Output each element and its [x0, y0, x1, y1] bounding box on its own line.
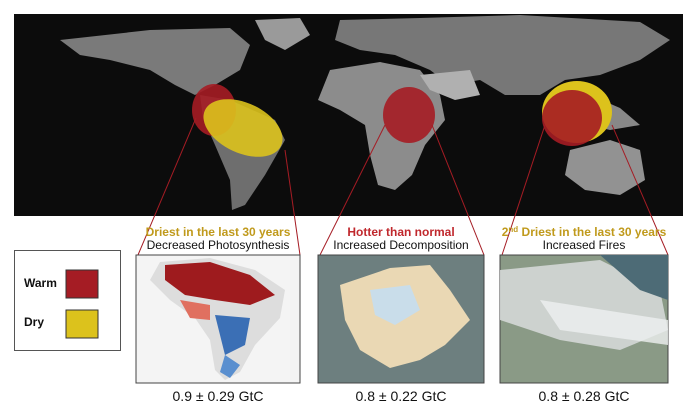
legend-swatch — [65, 269, 99, 299]
panel-value: 0.9 ± 0.29 GtC — [173, 388, 264, 404]
panel-image-ethiopia — [317, 254, 485, 384]
connector-lines — [137, 117, 669, 256]
heading-rest: Driest in the last 30 years — [518, 225, 666, 239]
legend: Warm Dry — [14, 250, 121, 351]
legend-label: Warm — [24, 276, 57, 290]
heading-number: 2 — [502, 225, 509, 239]
heading-suffix: nd — [508, 225, 518, 234]
panel-subheading: Increased Decomposition — [333, 238, 468, 252]
panel-heading: Hotter than normal — [347, 225, 454, 239]
panel-subheading: Increased Fires — [543, 238, 626, 252]
panel-value: 0.8 ± 0.28 GtC — [539, 388, 630, 404]
panel-heading: Driest in the last 30 years — [146, 225, 291, 239]
panel-heading: 2nd Driest in the last 30 years — [502, 225, 667, 239]
legend-label: Dry — [24, 315, 44, 329]
legend-swatch — [65, 309, 99, 339]
panel-image-amazon — [135, 254, 301, 384]
panel-subheading: Decreased Photosynthesis — [147, 238, 290, 252]
panel-value: 0.8 ± 0.22 GtC — [356, 388, 447, 404]
anomaly-regions — [192, 81, 612, 157]
panel-image-fires — [499, 254, 669, 384]
